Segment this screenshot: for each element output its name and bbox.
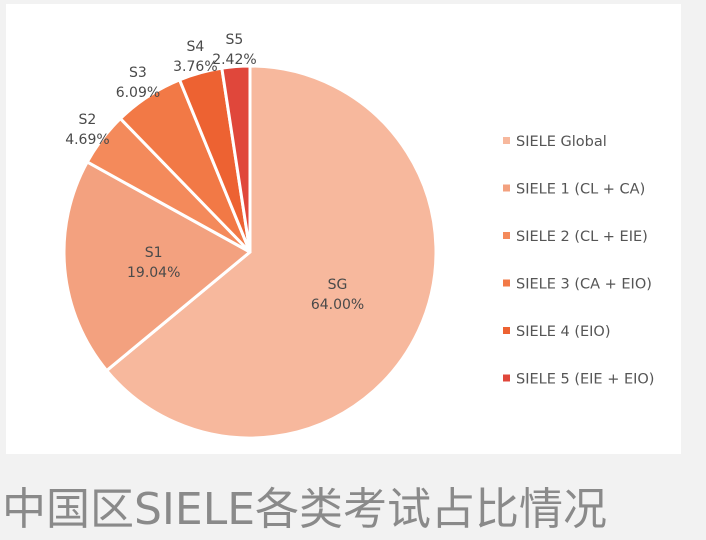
- slice-label-value: 4.69%: [65, 132, 109, 148]
- legend-label-s3: SIELE 3 (CA + EIO): [516, 277, 652, 293]
- slice-label-name: SG: [328, 277, 348, 293]
- slice-label-name: S4: [186, 39, 204, 55]
- slice-label-value: 3.76%: [173, 59, 217, 75]
- slice-label-name: S2: [79, 112, 97, 128]
- legend-swatch-s4: [503, 327, 510, 334]
- legend-label-s5: SIELE 5 (EIE + EIO): [516, 372, 654, 388]
- legend-swatch-s1: [503, 184, 510, 192]
- pie-slice-s5: [220, 64, 252, 254]
- legend-label-sg: SIELE Global: [516, 134, 607, 150]
- legend-swatch-s3: [503, 279, 510, 287]
- legend-label-s2: SIELE 2 (CL + EIE): [516, 229, 648, 245]
- pie-chart: SG 64.00% S1 19.04% S2 4.69% S3 6.09% S4 3.76% S5 2…: [62, 32, 654, 440]
- legend-swatch-s2: [503, 232, 510, 239]
- chart-caption: 中国区SIELE各类考试占比情况: [2, 484, 608, 535]
- slice-label-name: S3: [129, 65, 147, 81]
- slice-label-value: 2.42%: [212, 52, 256, 68]
- legend-label-s1: SIELE 1 (CL + CA): [516, 182, 645, 198]
- pie-slice-sg: [105, 64, 438, 440]
- slice-label-name: S1: [145, 245, 163, 261]
- legend-label-s4: SIELE 4 (EIO): [516, 324, 611, 340]
- slice-label-name: S5: [226, 32, 244, 48]
- slice-label-value: 6.09%: [116, 85, 160, 101]
- legend-swatch-sg: [503, 137, 510, 144]
- legend-swatch-s5: [503, 374, 510, 382]
- chart-card: SG 64.00% S1 19.04% S2 4.69% S3 6.09% S4 3.76% S5 2…: [6, 4, 681, 454]
- slice-label-value: 19.04%: [127, 265, 180, 281]
- slice-label-value: 64.00%: [311, 297, 364, 313]
- pie-slice-s1: [62, 160, 252, 373]
